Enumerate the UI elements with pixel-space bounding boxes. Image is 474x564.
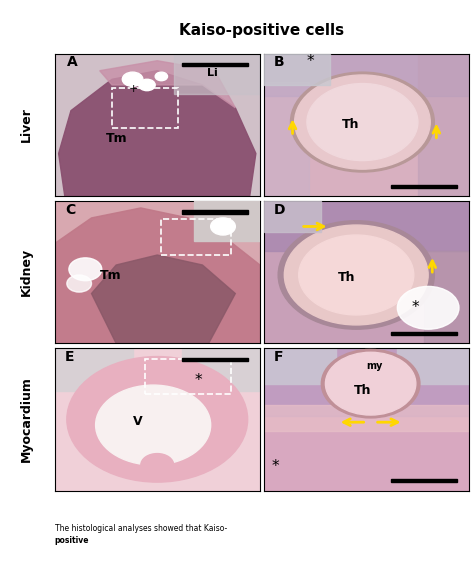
Text: Th: Th: [354, 384, 372, 396]
Text: E: E: [65, 350, 74, 364]
Text: *: *: [272, 459, 280, 474]
Text: my: my: [366, 362, 383, 371]
Bar: [391, 479, 457, 482]
Bar: [264, 201, 469, 251]
Circle shape: [326, 352, 416, 415]
Bar: [182, 358, 247, 361]
Circle shape: [278, 221, 434, 329]
Circle shape: [155, 72, 167, 81]
Text: A: A: [67, 55, 78, 69]
Bar: [161, 219, 231, 255]
Circle shape: [67, 356, 247, 482]
Text: Li: Li: [207, 68, 217, 78]
Bar: [397, 348, 469, 384]
Text: B: B: [274, 55, 285, 69]
Text: Tm: Tm: [100, 269, 121, 282]
Bar: [264, 82, 309, 196]
Bar: [112, 88, 178, 128]
Text: *: *: [412, 300, 419, 315]
Circle shape: [397, 287, 459, 329]
Bar: [194, 201, 260, 241]
Polygon shape: [91, 255, 235, 343]
Circle shape: [295, 75, 430, 169]
Polygon shape: [55, 208, 260, 343]
Text: Liver: Liver: [19, 108, 33, 142]
Text: +: +: [128, 84, 138, 94]
Circle shape: [67, 275, 91, 292]
Circle shape: [321, 350, 420, 418]
Circle shape: [139, 80, 155, 91]
Text: C: C: [65, 202, 75, 217]
Text: *: *: [194, 373, 202, 388]
Bar: [264, 348, 336, 384]
Bar: [264, 405, 469, 431]
Polygon shape: [100, 61, 235, 108]
Text: *: *: [307, 54, 315, 69]
Circle shape: [210, 218, 235, 235]
Bar: [182, 210, 247, 214]
Polygon shape: [59, 70, 256, 196]
Text: Kidney: Kidney: [19, 248, 33, 296]
Bar: [264, 348, 469, 416]
Text: D: D: [274, 202, 285, 217]
Circle shape: [122, 72, 143, 86]
Text: Tm: Tm: [106, 132, 128, 145]
Circle shape: [284, 225, 428, 325]
Bar: [55, 348, 133, 391]
Text: V: V: [133, 415, 142, 428]
Bar: [182, 63, 247, 67]
Bar: [182, 348, 260, 391]
Text: F: F: [274, 350, 283, 364]
Text: positive: positive: [55, 536, 89, 545]
Text: Th: Th: [342, 118, 359, 131]
Text: Th: Th: [338, 271, 355, 284]
Bar: [173, 54, 260, 94]
Bar: [424, 251, 469, 343]
Bar: [264, 54, 469, 96]
Bar: [418, 54, 469, 196]
Bar: [264, 54, 329, 85]
Bar: [264, 201, 321, 232]
Circle shape: [96, 385, 210, 465]
Circle shape: [69, 258, 102, 281]
Bar: [145, 359, 231, 394]
Circle shape: [141, 453, 173, 477]
Text: Myocardium: Myocardium: [19, 376, 33, 462]
Circle shape: [299, 235, 414, 315]
Circle shape: [307, 83, 418, 161]
Circle shape: [291, 72, 434, 172]
Text: Kaiso-positive cells: Kaiso-positive cells: [179, 23, 345, 38]
Bar: [391, 184, 457, 188]
Bar: [391, 332, 457, 335]
Text: The histological analyses showed that Kaiso-: The histological analyses showed that Ka…: [55, 524, 227, 533]
